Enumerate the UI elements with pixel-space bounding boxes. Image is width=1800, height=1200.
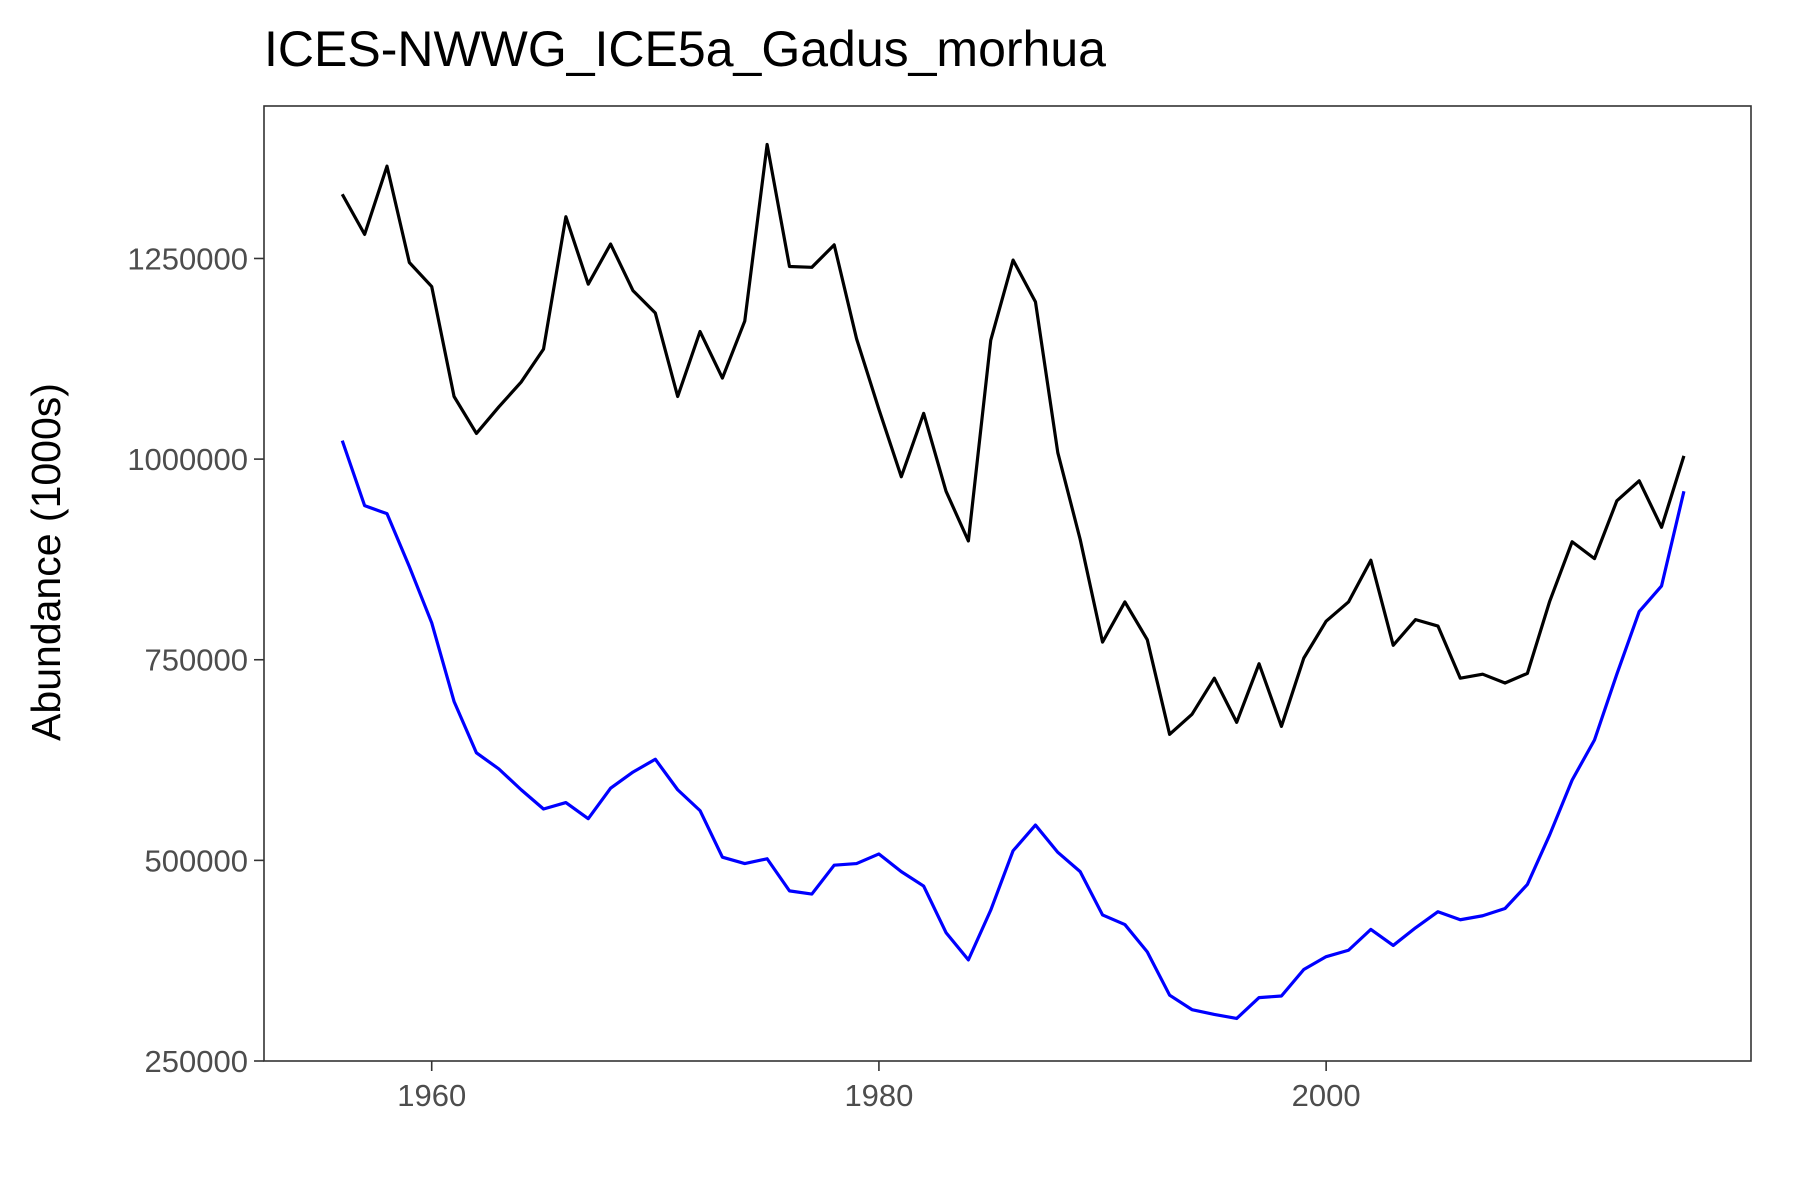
x-tick-label: 2000: [1292, 1078, 1361, 1113]
y-tick-label: 250000: [145, 1044, 248, 1079]
y-axis: 250000 500000 750000 1000000 1250000: [127, 241, 264, 1079]
series-line-2: [340, 440, 1686, 1021]
x-tick-label: 1980: [844, 1078, 913, 1113]
series-layer: [340, 142, 1686, 1021]
x-tick-label: 1960: [397, 1078, 466, 1113]
y-axis-label: Abundance (1000s): [23, 383, 69, 741]
y-tick-label: 500000: [145, 843, 248, 878]
chart-title: ICES-NWWG_ICE5a_Gadus_morhua: [264, 21, 1106, 77]
y-tick-label: 1000000: [127, 442, 248, 477]
plot-panel: [263, 105, 1752, 1062]
x-axis: 1960 1980 2000: [397, 1061, 1361, 1113]
series-line-1: [340, 142, 1686, 736]
y-tick-label: 750000: [145, 643, 248, 678]
y-tick-label: 1250000: [127, 241, 248, 276]
